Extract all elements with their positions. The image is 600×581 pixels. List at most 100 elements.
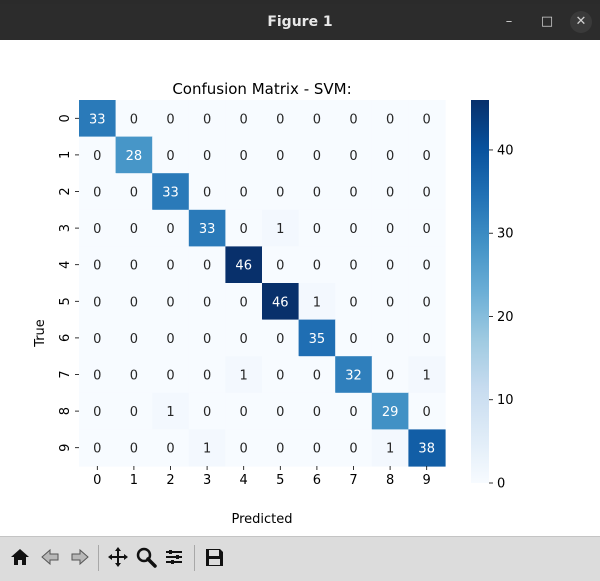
colorbar (471, 100, 489, 483)
home-button[interactable] (6, 543, 34, 571)
cell-value-label: 0 (130, 442, 138, 457)
heatmap-cell (371, 100, 409, 138)
cell-value-label: 0 (276, 112, 284, 127)
cell-value-label: 0 (423, 222, 431, 237)
heatmap-cell (225, 173, 263, 211)
heatmap-cell (225, 392, 263, 430)
heatmap-cell (371, 209, 409, 247)
back-button[interactable] (36, 543, 64, 571)
heatmap-cell (188, 319, 226, 357)
heatmap-cell (335, 356, 373, 394)
close-button[interactable]: ✕ (570, 11, 592, 33)
heatmap-cell (79, 246, 117, 284)
cell-value-label: 0 (203, 186, 211, 201)
minimize-icon: – (505, 14, 513, 29)
heatmap-cell (298, 283, 336, 321)
forward-button[interactable] (66, 543, 94, 571)
configure-subplots-icon (166, 550, 182, 564)
colorbar-tick-label: 30 (497, 227, 514, 242)
y-tick-label: 7 (58, 370, 73, 378)
heatmap-cell (115, 283, 153, 321)
cell-value-label: 0 (349, 259, 357, 274)
cell-value-label: 33 (199, 222, 216, 237)
cell-value-label: 0 (386, 259, 394, 274)
cell-value-label: 0 (130, 259, 138, 274)
heatmap-cell (408, 356, 446, 394)
heatmap-cell (225, 136, 263, 174)
cell-value-label: 0 (240, 295, 248, 310)
cell-value-label: 0 (166, 442, 174, 457)
cell-value-label: 0 (166, 259, 174, 274)
pan-button[interactable] (104, 543, 132, 571)
x-tick-label: 4 (240, 473, 248, 488)
cell-value-label: 0 (166, 222, 174, 237)
heatmap-cell (335, 136, 373, 174)
heatmap-cell (408, 319, 446, 357)
cell-value-label: 46 (272, 295, 289, 310)
cell-value-label: 0 (130, 222, 138, 237)
cell-value-label: 0 (386, 332, 394, 347)
y-axis-label: True (33, 319, 48, 348)
cell-value-label: 0 (203, 149, 211, 164)
x-tick-label: 9 (423, 473, 431, 488)
heatmap-cell (371, 429, 409, 467)
cell-value-label: 0 (386, 295, 394, 310)
cell-value-label: 0 (386, 149, 394, 164)
cell-value-label: 0 (276, 442, 284, 457)
colorbar-tick-label: 0 (497, 477, 505, 492)
heatmap-cell (115, 246, 153, 284)
heatmap-cell (262, 246, 300, 284)
heatmap-cell (408, 429, 446, 467)
maximize-button[interactable]: □ (536, 11, 558, 33)
cell-value-label: 0 (130, 295, 138, 310)
cell-value-label: 33 (89, 112, 106, 127)
cell-value-label: 0 (166, 295, 174, 310)
cell-value-label: 35 (309, 332, 326, 347)
heatmap-cell (188, 283, 226, 321)
cell-value-label: 0 (93, 259, 101, 274)
cell-value-label: 1 (386, 442, 394, 457)
colorbar-ticks: 0 10 20 30 40 (489, 143, 514, 492)
configure-subplots-button[interactable] (160, 543, 188, 571)
cell-value-label: 38 (418, 442, 435, 457)
cell-value-label: 0 (130, 332, 138, 347)
heatmap-cell (262, 136, 300, 174)
figure-canvas[interactable]: Confusion Matrix - SVM: 33 0 0 0 0 0 0 0 0 0 0 28 0 0… (0, 40, 600, 536)
y-tick-label: 5 (58, 297, 73, 305)
heatmap-cell (188, 100, 226, 138)
minimize-button[interactable]: – (498, 11, 520, 33)
heatmap-cell (298, 209, 336, 247)
window-title: Figure 1 (267, 14, 333, 30)
heatmap-cell (225, 209, 263, 247)
zoom-button[interactable] (132, 543, 160, 571)
cell-value-label: 0 (349, 112, 357, 127)
zoom-icon (136, 547, 157, 568)
cell-value-label: 0 (423, 332, 431, 347)
forward-icon (71, 548, 89, 566)
save-icon (206, 549, 223, 566)
y-tick-label: 8 (58, 407, 73, 415)
heatmap-cell (188, 136, 226, 174)
heatmap-cell (262, 356, 300, 394)
cell-value-label: 0 (313, 112, 321, 127)
toolbar-separator (194, 545, 195, 571)
heatmap-cell (115, 356, 153, 394)
heatmap-cell (152, 100, 190, 138)
x-axis-label: Predicted (231, 512, 292, 527)
save-button[interactable] (200, 543, 228, 571)
heatmap-cell (115, 136, 153, 174)
cell-value-label: 0 (166, 149, 174, 164)
heatmap-cell (188, 429, 226, 467)
cell-value-label: 46 (235, 259, 252, 274)
heatmap-cell (225, 283, 263, 321)
heatmap-cell (188, 209, 226, 247)
cell-value-label: 0 (313, 405, 321, 420)
y-tick-label: 0 (58, 114, 73, 122)
heatmap-cell (371, 319, 409, 357)
heatmap-cell (298, 356, 336, 394)
heatmap-cell (408, 209, 446, 247)
cell-value-label: 0 (166, 369, 174, 384)
heatmap-cell (79, 209, 117, 247)
cell-value-label: 0 (423, 405, 431, 420)
maximize-icon: □ (540, 14, 554, 29)
